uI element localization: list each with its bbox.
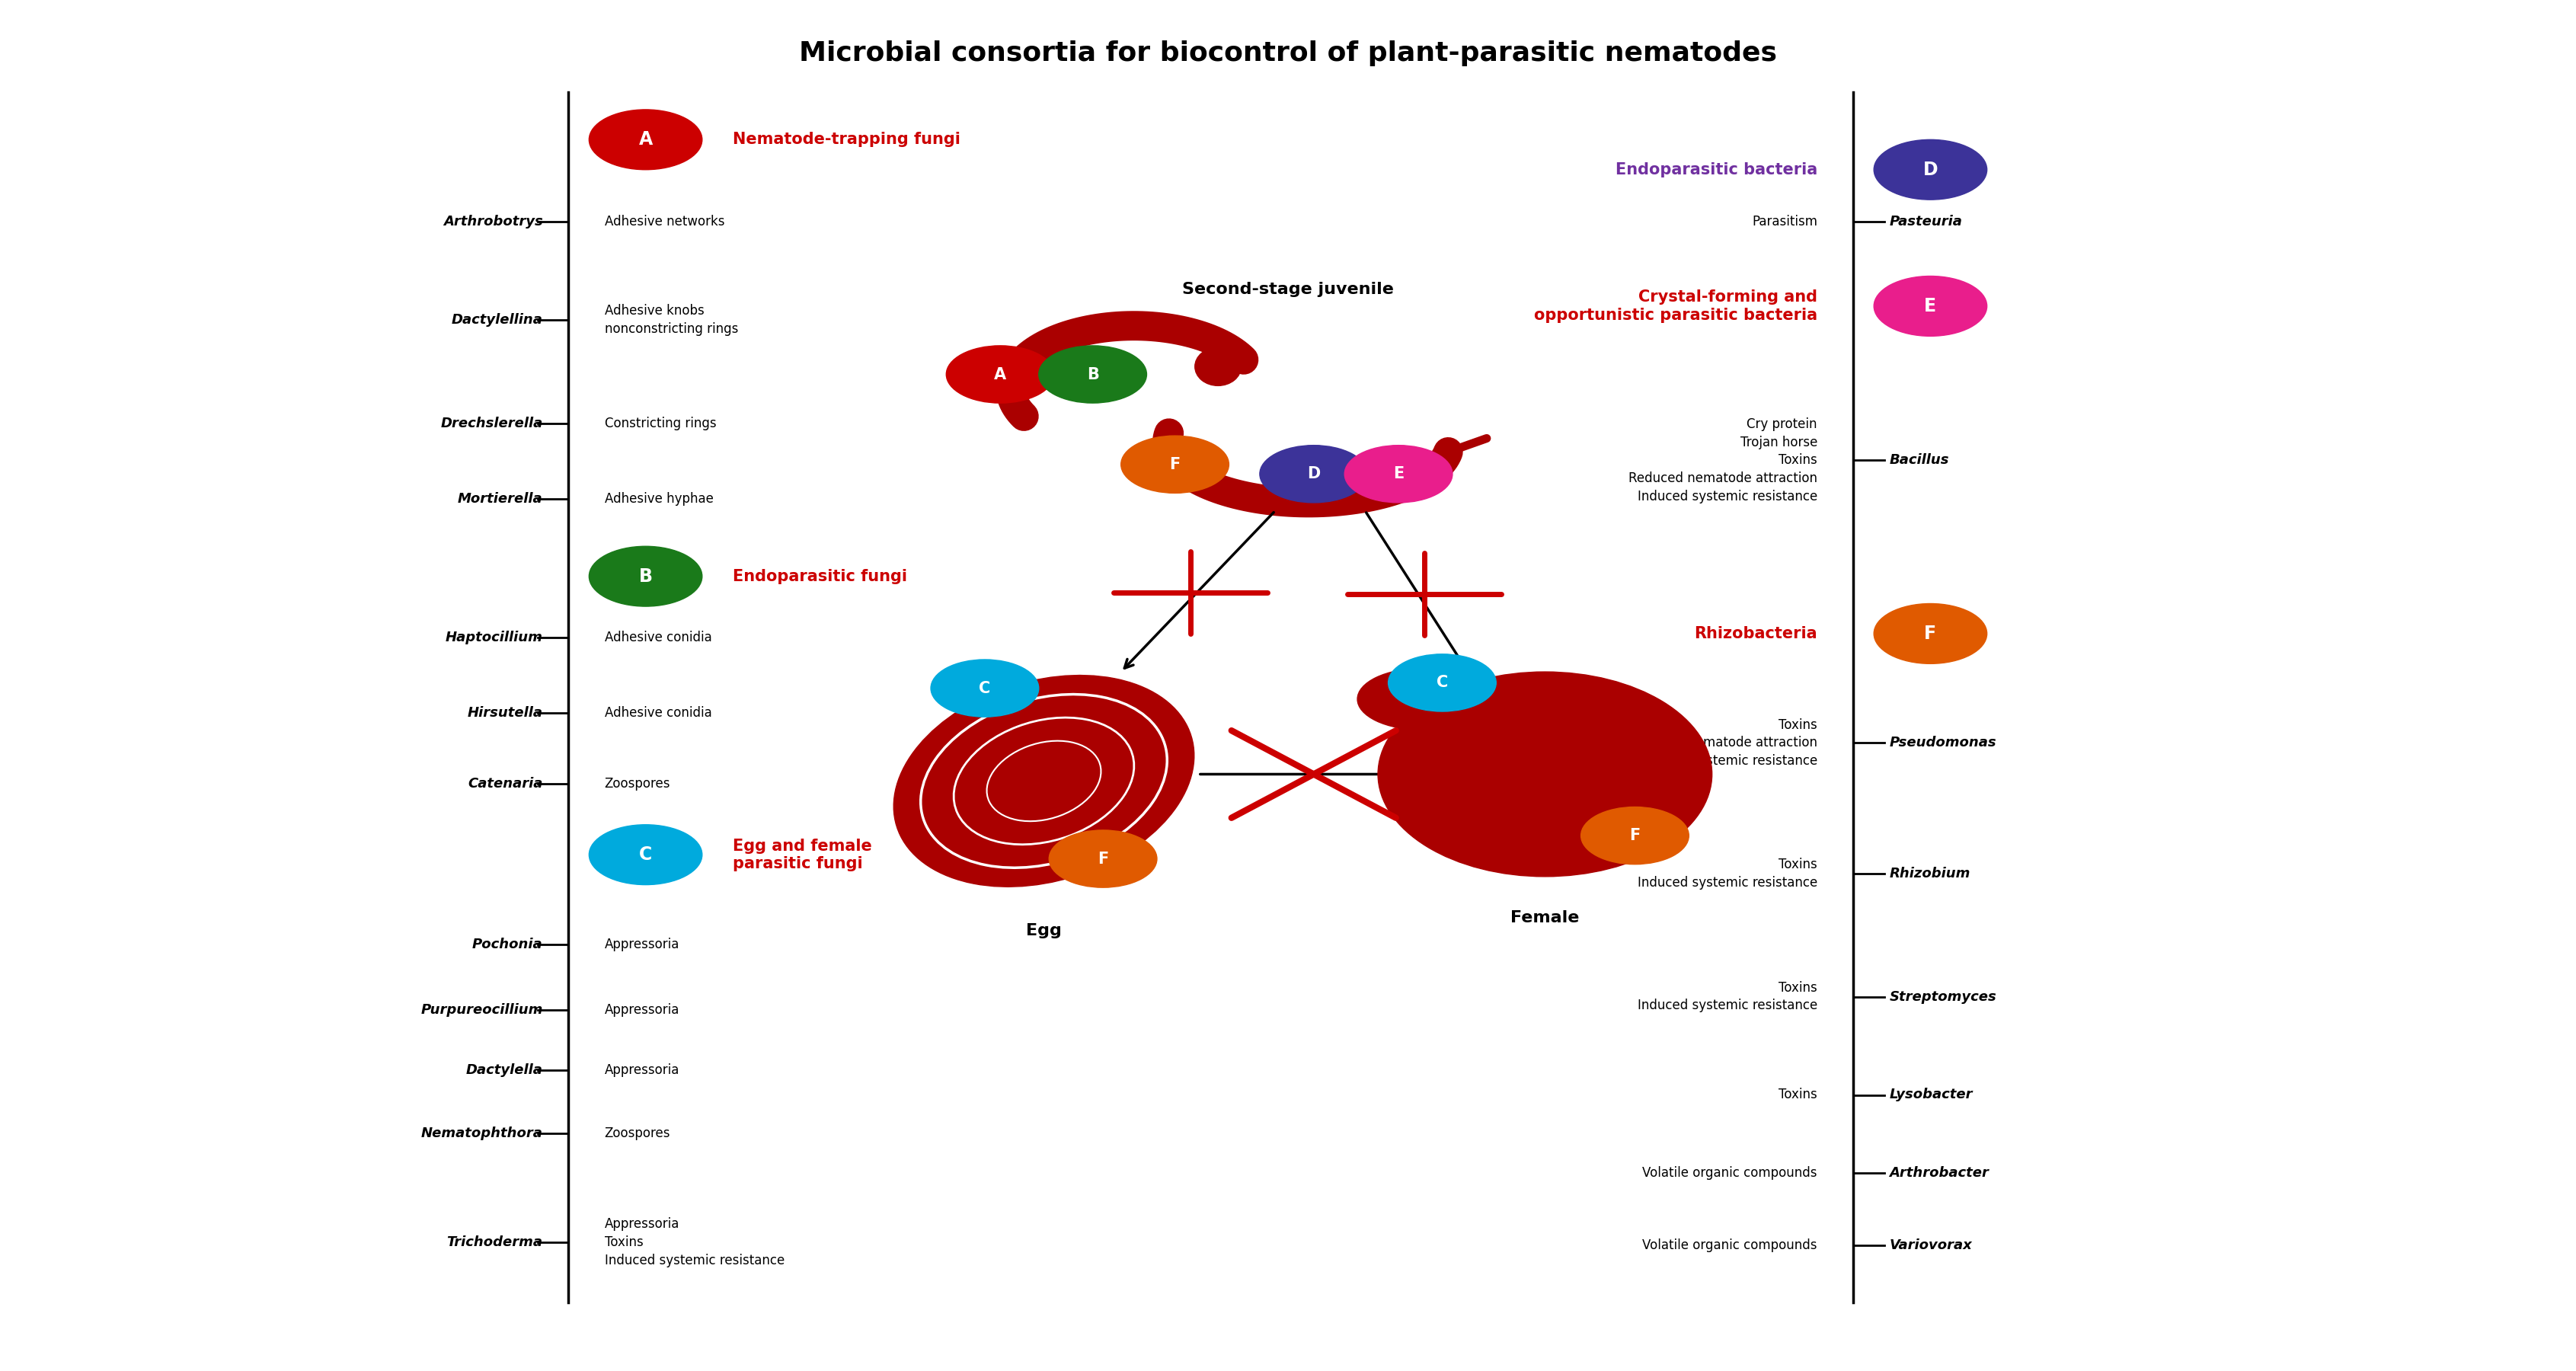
Ellipse shape <box>1195 347 1242 385</box>
Text: Toxins: Toxins <box>1777 1089 1816 1102</box>
Text: A: A <box>994 366 1007 383</box>
Text: Endoparasitic bacteria: Endoparasitic bacteria <box>1615 162 1816 177</box>
Text: Rhizobacteria: Rhizobacteria <box>1695 627 1816 642</box>
Text: Adhesive knobs
nonconstricting rings: Adhesive knobs nonconstricting rings <box>605 304 739 336</box>
Circle shape <box>1048 831 1157 887</box>
Text: Volatile organic compounds: Volatile organic compounds <box>1643 1238 1816 1252</box>
Text: Endoparasitic fungi: Endoparasitic fungi <box>734 569 907 584</box>
Text: Rhizobium: Rhizobium <box>1888 866 1971 880</box>
Text: C: C <box>979 680 992 696</box>
Circle shape <box>590 546 703 606</box>
Text: Appressoria: Appressoria <box>605 1064 680 1078</box>
Text: Toxins
Induced systemic resistance: Toxins Induced systemic resistance <box>1638 858 1816 890</box>
Text: Arthrobotrys: Arthrobotrys <box>443 215 544 229</box>
Circle shape <box>1038 345 1146 403</box>
Text: Pseudomonas: Pseudomonas <box>1888 736 1996 750</box>
Text: D: D <box>1306 466 1321 481</box>
Text: Nematophthora: Nematophthora <box>420 1126 544 1139</box>
Text: Streptomyces: Streptomyces <box>1888 990 1996 1004</box>
Circle shape <box>930 659 1038 717</box>
Text: Appressoria: Appressoria <box>605 938 680 951</box>
Text: Lysobacter: Lysobacter <box>1888 1089 1973 1102</box>
Text: Dactylellina: Dactylellina <box>451 313 544 326</box>
Text: Pochonia: Pochonia <box>471 938 544 951</box>
Text: Appressoria: Appressoria <box>605 1004 680 1017</box>
Text: Mortierella: Mortierella <box>459 492 544 506</box>
Text: E: E <box>1394 466 1404 481</box>
Circle shape <box>1121 436 1229 494</box>
Ellipse shape <box>1358 669 1486 729</box>
Circle shape <box>1582 808 1690 864</box>
Text: Adhesive hyphae: Adhesive hyphae <box>605 492 714 506</box>
Text: Drechslerella: Drechslerella <box>440 417 544 430</box>
Text: Adhesive conidia: Adhesive conidia <box>605 706 711 720</box>
Text: F: F <box>1924 625 1937 643</box>
Circle shape <box>945 345 1054 403</box>
Text: E: E <box>1924 298 1937 315</box>
Circle shape <box>1345 446 1453 503</box>
Text: B: B <box>1087 366 1100 383</box>
Text: Purpureocillium: Purpureocillium <box>420 1004 544 1017</box>
Text: Female: Female <box>1510 910 1579 925</box>
Text: Zoospores: Zoospores <box>605 777 670 791</box>
Text: Arthrobacter: Arthrobacter <box>1888 1165 1989 1179</box>
Text: Catenaria: Catenaria <box>469 777 544 791</box>
Text: F: F <box>1097 851 1108 866</box>
Text: Zoospores: Zoospores <box>605 1126 670 1139</box>
Text: Toxins
Reduced nematode attraction
Induced systemic resistance: Toxins Reduced nematode attraction Induc… <box>1628 718 1816 768</box>
Ellipse shape <box>1378 672 1713 876</box>
Text: Haptocillium: Haptocillium <box>446 631 544 644</box>
Text: B: B <box>639 568 652 585</box>
Text: Pasteuria: Pasteuria <box>1888 215 1963 229</box>
Text: Bacillus: Bacillus <box>1888 454 1950 468</box>
Text: Variovorax: Variovorax <box>1888 1238 1973 1252</box>
Text: A: A <box>639 130 652 149</box>
Text: Microbial consortia for biocontrol of plant-parasitic nematodes: Microbial consortia for biocontrol of pl… <box>799 41 1777 67</box>
Circle shape <box>1388 654 1497 712</box>
Text: Hirsutella: Hirsutella <box>466 706 544 720</box>
Text: Crystal-forming and
opportunistic parasitic bacteria: Crystal-forming and opportunistic parasi… <box>1533 289 1816 322</box>
Circle shape <box>590 825 703 884</box>
Text: F: F <box>1170 457 1180 472</box>
Circle shape <box>1873 276 1986 336</box>
Text: C: C <box>1437 675 1448 691</box>
Text: D: D <box>1922 160 1937 178</box>
Text: Nematode-trapping fungi: Nematode-trapping fungi <box>734 132 961 147</box>
Text: Adhesive networks: Adhesive networks <box>605 215 724 229</box>
Text: Appressoria
Toxins
Induced systemic resistance: Appressoria Toxins Induced systemic resi… <box>605 1217 786 1267</box>
Circle shape <box>1873 603 1986 664</box>
Circle shape <box>1873 140 1986 200</box>
Text: Toxins
Induced systemic resistance: Toxins Induced systemic resistance <box>1638 980 1816 1012</box>
Ellipse shape <box>894 676 1195 887</box>
Circle shape <box>1260 446 1368 503</box>
Text: Dactylella: Dactylella <box>466 1064 544 1078</box>
Text: Egg: Egg <box>1025 924 1061 939</box>
Text: Parasitism: Parasitism <box>1752 215 1816 229</box>
Text: Second-stage juvenile: Second-stage juvenile <box>1182 282 1394 298</box>
Text: Volatile organic compounds: Volatile organic compounds <box>1643 1165 1816 1179</box>
Circle shape <box>590 110 703 170</box>
Text: Egg and female
parasitic fungi: Egg and female parasitic fungi <box>734 838 873 871</box>
Text: Adhesive conidia: Adhesive conidia <box>605 631 711 644</box>
Text: F: F <box>1631 828 1641 843</box>
Text: C: C <box>639 846 652 864</box>
Text: Trichoderma: Trichoderma <box>446 1235 544 1249</box>
Text: Cry protein
Trojan horse
Toxins
Reduced nematode attraction
Induced systemic res: Cry protein Trojan horse Toxins Reduced … <box>1628 418 1816 503</box>
Text: Constricting rings: Constricting rings <box>605 417 716 430</box>
